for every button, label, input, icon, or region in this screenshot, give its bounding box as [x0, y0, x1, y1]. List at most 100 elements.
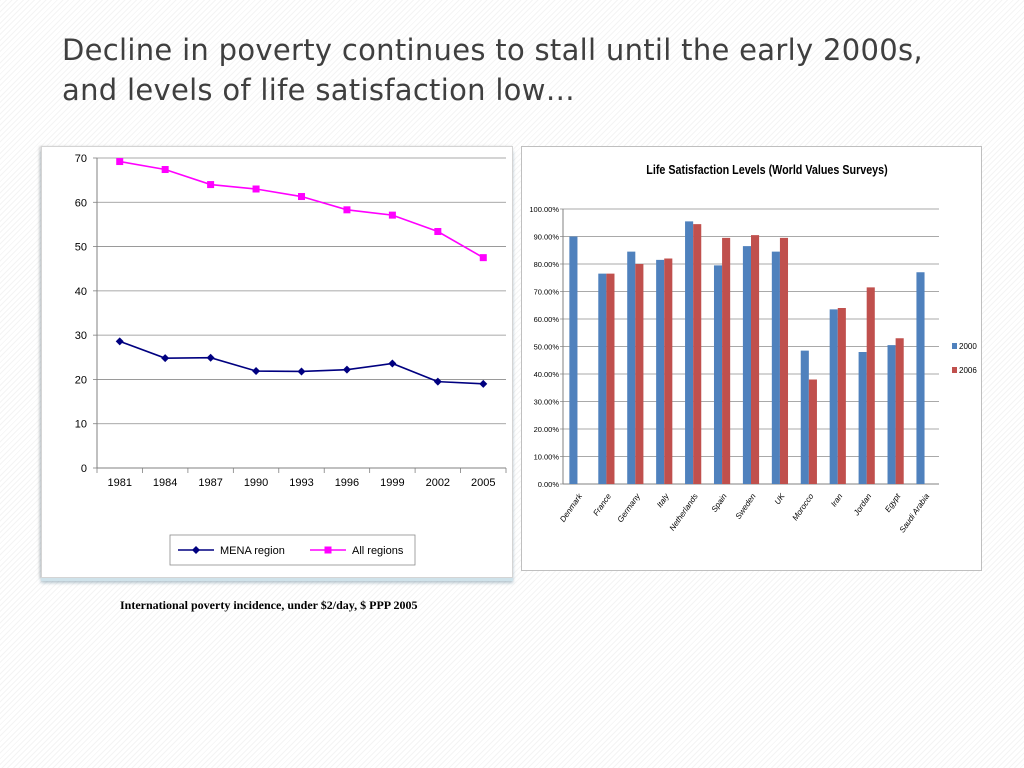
x-tick-label: UK — [773, 491, 787, 506]
bar — [742, 246, 751, 484]
legend-label: All regions — [352, 545, 404, 557]
bar — [635, 264, 644, 484]
chart-title: Life Satisfaction Levels (World Values S… — [646, 163, 888, 177]
x-tick-label: France — [591, 492, 613, 518]
y-tick-label: 0.00% — [538, 480, 560, 489]
chart-caption: International poverty incidence, under $… — [120, 598, 418, 612]
y-tick-label: 40 — [75, 286, 87, 298]
x-tick-label: 2002 — [426, 477, 450, 489]
bar — [895, 338, 904, 484]
y-tick-label: 10.00% — [534, 453, 560, 462]
x-tick-label: 1990 — [244, 477, 268, 489]
data-point — [388, 211, 396, 219]
bar — [751, 235, 760, 484]
bar — [866, 287, 875, 484]
data-point — [434, 228, 442, 236]
y-tick-label: 30.00% — [534, 398, 560, 407]
x-tick-label: Jordan — [851, 492, 873, 518]
bar — [664, 258, 673, 484]
data-point — [388, 359, 397, 368]
legend-marker — [192, 546, 200, 554]
x-tick-label: 1996 — [335, 477, 359, 489]
x-tick-label: 1987 — [198, 477, 222, 489]
bar — [858, 352, 867, 484]
bar — [606, 273, 615, 484]
y-tick-label: 60.00% — [534, 315, 560, 324]
data-point — [297, 367, 306, 376]
y-tick-label: 60 — [75, 197, 87, 209]
data-point — [115, 337, 124, 346]
x-tick-label: Denmark — [558, 491, 585, 524]
data-point — [252, 367, 261, 376]
bar — [693, 224, 702, 484]
y-tick-label: 10 — [75, 419, 87, 431]
y-tick-label: 90.00% — [534, 233, 560, 242]
legend-label: MENA region — [220, 545, 285, 557]
bar — [779, 237, 789, 484]
y-tick-label: 80.00% — [534, 260, 560, 269]
y-tick-label: 30 — [75, 330, 87, 342]
bar — [713, 265, 723, 484]
x-tick-label: Iran — [829, 492, 845, 509]
bar — [887, 345, 896, 484]
legend-marker — [324, 546, 332, 554]
series-line — [119, 340, 484, 385]
legend-label: 2006 — [959, 366, 977, 375]
x-tick-label: 1993 — [289, 477, 313, 489]
data-point — [207, 181, 215, 189]
y-tick-label: 20.00% — [534, 425, 560, 434]
bar — [598, 273, 607, 484]
bar — [837, 308, 846, 484]
y-tick-label: 100.00% — [529, 205, 559, 214]
poverty-chart-frame: 0 10 20 30 40 50 60 70 1981 1984 1987 1990 1993 1996 1… — [41, 146, 513, 578]
legend-label: 2000 — [959, 342, 977, 351]
x-tick-label: 1999 — [380, 477, 404, 489]
x-tick-label: 1984 — [153, 477, 177, 489]
data-point — [479, 254, 487, 262]
life-satisfaction-bar-chart: Life Satisfaction Levels (World Values S… — [529, 163, 977, 535]
x-tick-label: Saudi Arabia — [898, 492, 932, 535]
data-point — [252, 185, 260, 193]
data-point — [116, 158, 124, 166]
y-tick-label: 0 — [81, 463, 87, 475]
legend-swatch — [952, 343, 957, 349]
y-tick-label: 70.00% — [534, 288, 560, 297]
legend-swatch — [952, 367, 957, 373]
x-tick-label: Spain — [710, 492, 729, 514]
y-tick-label: 20 — [75, 374, 87, 386]
bar — [722, 237, 731, 484]
series-line — [119, 160, 484, 259]
x-tick-label: 2005 — [471, 477, 495, 489]
bar — [808, 379, 817, 484]
bar — [771, 251, 780, 484]
bar — [829, 309, 838, 484]
y-tick-label: 50.00% — [534, 343, 560, 352]
data-point — [343, 206, 351, 214]
slide-title: Decline in poverty continues to stall un… — [62, 33, 923, 107]
x-tick-label: Netherlands — [668, 492, 700, 533]
x-tick-label: Germany — [616, 491, 643, 524]
data-point — [161, 354, 170, 363]
life-satisfaction-chart-frame: Life Satisfaction Levels (World Values S… — [521, 146, 982, 571]
bar — [656, 259, 665, 484]
x-tick-label: 1981 — [107, 477, 131, 489]
bar — [916, 272, 925, 484]
y-tick-label: 40.00% — [534, 370, 560, 379]
y-tick-label: 70 — [75, 153, 87, 165]
poverty-line-chart: 0 10 20 30 40 50 60 70 1981 1984 1987 1990 1993 1996 1… — [75, 153, 507, 566]
bar — [800, 350, 809, 484]
bar — [685, 221, 694, 484]
data-point — [298, 193, 305, 201]
x-tick-label: Morocco — [791, 492, 816, 523]
y-tick-label: 50 — [75, 242, 87, 254]
data-point — [161, 166, 169, 174]
x-tick-label: Italy — [655, 491, 671, 509]
data-point — [433, 377, 442, 386]
x-tick-label: Sweden — [734, 492, 758, 521]
data-point — [479, 379, 488, 388]
bar — [627, 251, 636, 484]
x-tick-label: Egypt — [883, 491, 903, 514]
data-point — [206, 353, 215, 362]
bar — [569, 236, 578, 484]
data-point — [342, 365, 351, 374]
